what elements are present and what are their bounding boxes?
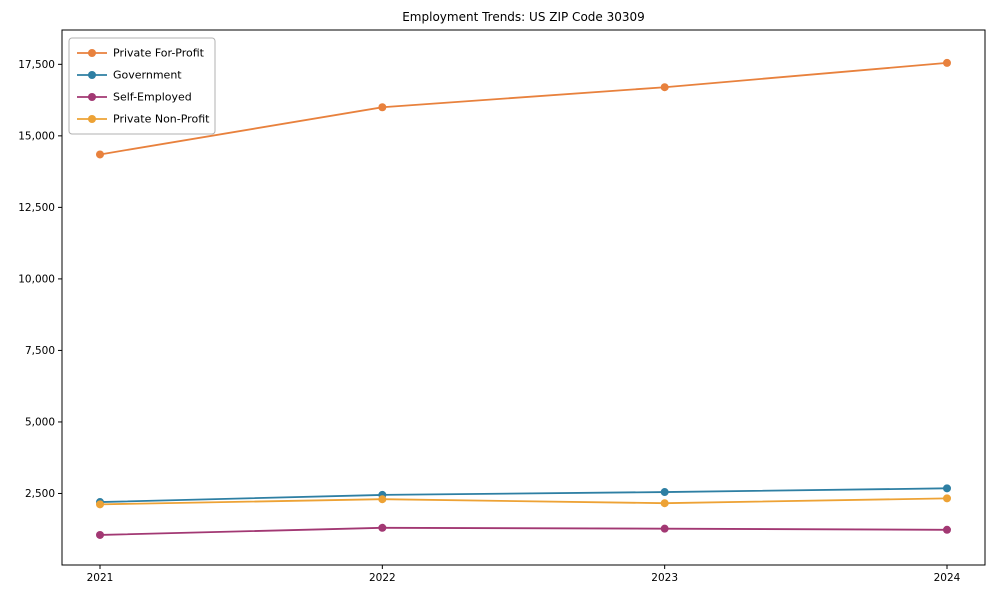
series-marker-private-non-profit [378, 495, 387, 504]
x-tick-label: 2021 [87, 572, 114, 584]
series-marker-private-non-profit [660, 499, 669, 508]
series-marker-self-employed [96, 530, 104, 539]
x-tick-label: 2024 [934, 572, 961, 584]
series-line-private-non-profit [99, 497, 948, 506]
legend-box [68, 37, 216, 135]
legend-marker-private-non-profit [88, 115, 96, 123]
series-marker-self-employed [943, 525, 951, 534]
legend-marker-self-employed [88, 93, 96, 101]
y-tick-label: 17,500 [18, 59, 55, 71]
series-marker-government [660, 488, 669, 497]
series-marker-private-non-profit [96, 500, 104, 509]
y-tick-label: 15,000 [18, 130, 55, 142]
series-line-private-for-profit [99, 62, 948, 156]
series-line-government [99, 487, 948, 503]
plot-border [61, 29, 986, 566]
chart-title: Employment Trends: US ZIP Code 30309 [402, 10, 645, 24]
series-marker-private-for-profit [660, 83, 669, 92]
series-marker-self-employed [378, 523, 387, 532]
x-tick-label: 2022 [369, 572, 396, 584]
series-marker-private-for-profit [378, 103, 387, 112]
series-line-self-employed [99, 526, 948, 536]
series-marker-private-for-profit [943, 58, 951, 67]
y-tick-label: 7,500 [25, 345, 55, 357]
y-tick-label: 12,500 [18, 202, 55, 214]
series-marker-private-for-profit [96, 150, 104, 159]
series-marker-government [943, 484, 951, 493]
y-tick-label: 10,000 [18, 273, 55, 285]
y-tick-label: 2,500 [25, 488, 55, 500]
legend-label-self-employed: Self-Employed [113, 91, 192, 104]
x-tick-label: 2023 [651, 572, 678, 584]
legend-marker-government [88, 71, 96, 79]
legend-label-private-non-profit: Private Non-Profit [113, 113, 210, 126]
legend-marker-private-for-profit [88, 49, 96, 57]
legend-label-government: Government [113, 69, 182, 82]
series-marker-self-employed [660, 524, 669, 533]
y-tick-label: 5,000 [25, 416, 55, 428]
legend-label-private-for-profit: Private For-Profit [113, 47, 205, 60]
series-marker-private-non-profit [943, 494, 951, 503]
